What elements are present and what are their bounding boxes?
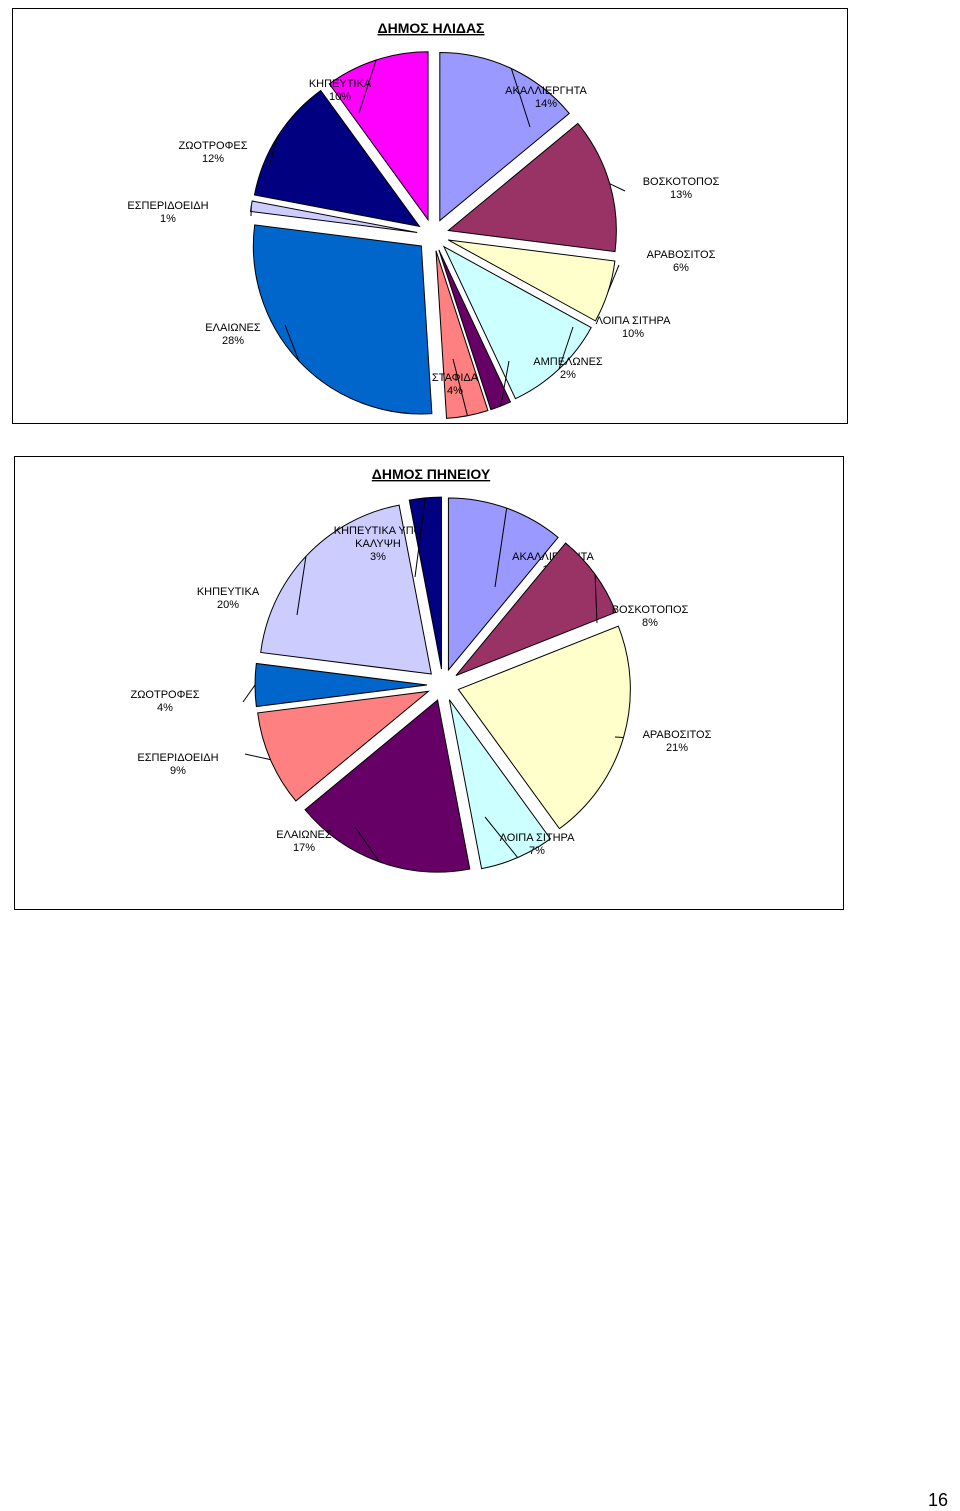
pie-slice [249, 200, 418, 233]
leader-line [607, 264, 620, 293]
slice-category-label: ΕΣΠΕΡΙΔΟΕΙΔΗ [127, 200, 208, 212]
slice-category-label: ΑΡΑΒΟΣΙΤΟΣ [647, 249, 716, 261]
leader-line [452, 358, 468, 416]
slice-percent-label: 28% [222, 335, 244, 347]
slice-percent-label: 20% [217, 599, 239, 611]
slice-category-label: ΚΗΠΕΥΤΙΚΑ ΥΠΟ [334, 525, 423, 537]
slice-percent-label: 8% [642, 617, 658, 629]
chart-dimos-pineiou: ΔΗΜΟΣ ΠΗΝΕΙΟΥΑΚΑΛΛΙΕΡΓΗΤΑ11%ΒΟΣΚΟΤΟΠΟΣ8%… [14, 456, 844, 910]
pie-slice [257, 690, 430, 802]
slice-category-label: ΑΡΑΒΟΣΙΤΟΣ [643, 729, 712, 741]
slice-percent-label: 9% [170, 765, 186, 777]
chart-dimos-ilidas: ΔΗΜΟΣ ΗΛΙΔΑΣ ΑΚΑΛΛΙΕΡΓΗΤΑ 14% ΒΟΣΚΟΤΟΠΟΣ 13%… [12, 8, 848, 424]
slice-category-label: ΕΣΠΕΡΙΔΟΕΙΔΗ [137, 752, 218, 764]
slice-percent-label: 6% [673, 262, 689, 274]
chart-title: ΔΗΜΟΣ ΗΛΙΔΑΣ [378, 20, 485, 36]
slice-percent-label: 1% [160, 213, 176, 225]
slice-category-label: ΚΗΠΕΥΤΙΚΑ [197, 586, 260, 598]
leader-line [358, 59, 377, 114]
slice-percent-label: 7% [529, 845, 545, 857]
leader-line [558, 326, 574, 370]
slice-category-label: ΕΛΑΙΩΝΕΣ [276, 829, 332, 841]
slice-category-label: ΛΟΙΠΑ ΣΙΤΗΡΑ [500, 832, 575, 844]
leader-line [284, 324, 300, 362]
slice-category-label: ΑΚΑΛΛΙΕΡΓΗΤΑ [505, 85, 587, 97]
slice-percent-label: 13% [670, 189, 692, 201]
slice-percent-label: 17% [293, 842, 315, 854]
leader-line [494, 508, 508, 588]
leader-line [268, 136, 279, 168]
leader-line [500, 360, 510, 407]
slice-percent-label: 10% [329, 91, 351, 103]
leader-line [484, 816, 519, 858]
slice-percent-label: 12% [202, 153, 224, 165]
slice-percent-label: 10% [622, 328, 644, 340]
slice-percent-label: 4% [157, 702, 173, 714]
leader-line [244, 753, 271, 761]
slice-percent-label: 14% [535, 98, 557, 110]
slice-category-label: ΖΩΟΤΡΟΦΕΣ [178, 140, 247, 152]
pie-slice [328, 51, 429, 222]
slice-category-label: ΒΟΣΚΟΤΟΠΟΣ [643, 176, 720, 188]
leader-line [609, 183, 626, 192]
slice-category-label: ΚΑΛΥΨΗ [355, 538, 401, 550]
slice-category-label: ΕΛΑΙΩΝΕΣ [205, 322, 261, 334]
slice-percent-label: 21% [666, 742, 688, 754]
slice-percent-label: 3% [370, 551, 386, 563]
leader-line [296, 556, 307, 616]
leader-line [510, 68, 531, 128]
slice-percent-label: 2% [560, 369, 576, 381]
leader-line [594, 574, 598, 624]
leader-line [354, 826, 380, 863]
leader-line [242, 684, 256, 703]
slice-category-label: ΚΗΠΕΥΤΙΚΑ [309, 78, 372, 90]
pie-slice [455, 542, 617, 677]
chart-title: ΔΗΜΟΣ ΠΗΝΕΙΟΥ [372, 466, 491, 482]
leader-line [414, 497, 426, 578]
slice-percent-label: 4% [447, 385, 463, 397]
slice-category-label: ΒΟΣΚΟΤΟΠΟΣ [612, 604, 689, 616]
slice-category-label: ΣΤΑΦΙΔΑ [432, 372, 479, 384]
slice-category-label: ΑΜΠΕΛΩΝΕΣ [533, 356, 603, 368]
slice-category-label: ΖΩΟΤΡΟΦΕΣ [130, 689, 199, 701]
pie-chart-pineiou-svg: ΔΗΜΟΣ ΠΗΝΕΙΟΥΑΚΑΛΛΙΕΡΓΗΤΑ11%ΒΟΣΚΟΤΟΠΟΣ8%… [130, 466, 712, 873]
pie-slice [447, 122, 617, 253]
pie-slice [447, 239, 616, 322]
slice-category-label: ΛΟΙΠΑ ΣΙΤΗΡΑ [596, 315, 671, 327]
page-number: 16 [928, 1490, 949, 1510]
pie-slice [252, 224, 433, 415]
